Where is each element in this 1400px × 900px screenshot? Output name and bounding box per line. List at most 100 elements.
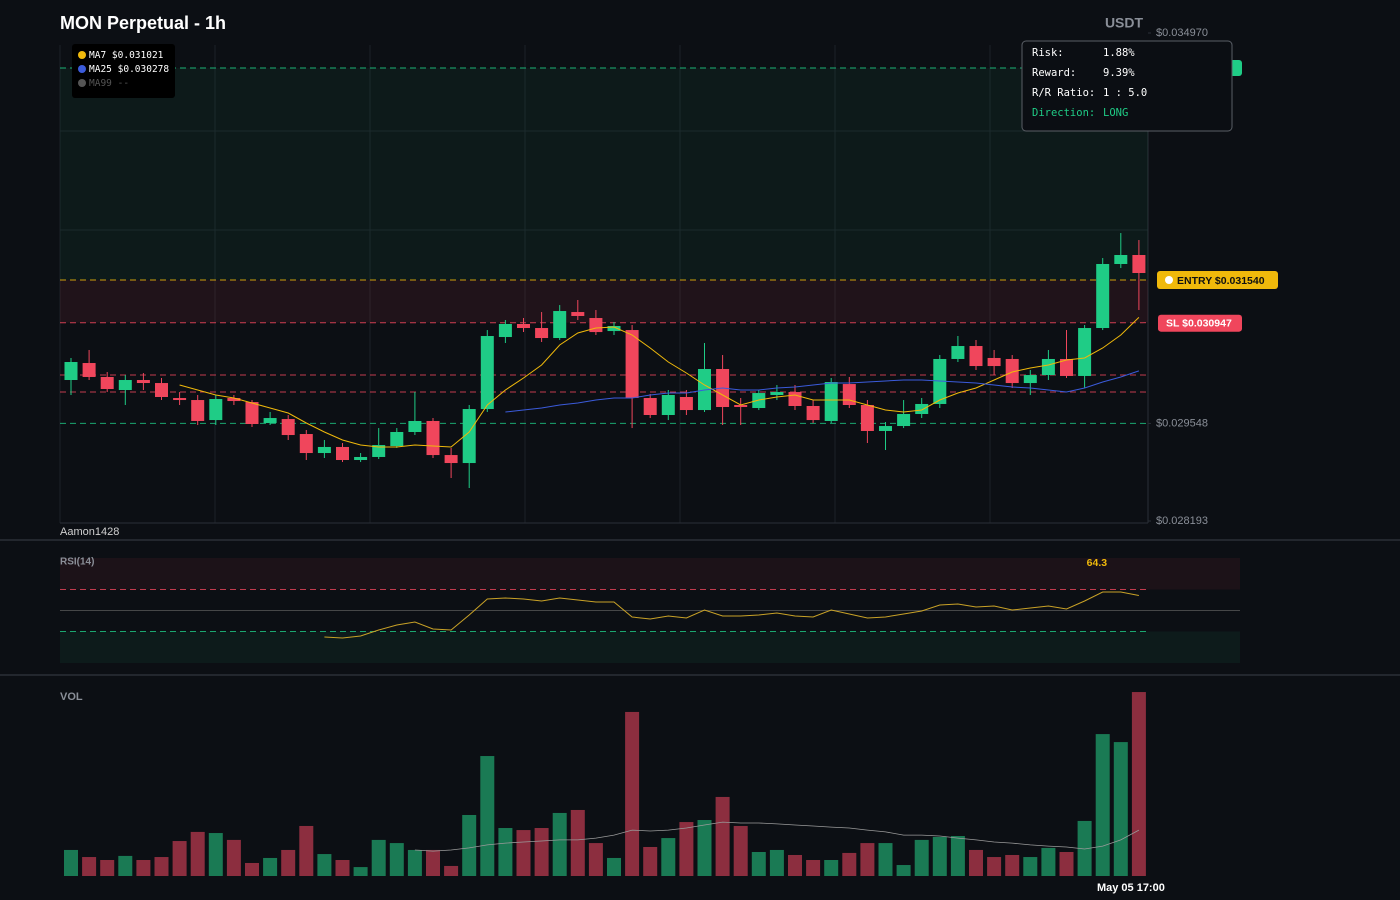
volume-bar: [661, 838, 676, 876]
volume-bar: [769, 849, 784, 876]
legend-entry: MA25 $0.030278: [89, 64, 169, 75]
legend-dot: [78, 65, 86, 73]
candle-body: [444, 455, 458, 464]
volume-bar: [860, 843, 875, 876]
volume-bar: [715, 796, 730, 876]
candle-body: [535, 328, 549, 339]
info-value: 1.88%: [1103, 47, 1135, 59]
candle-body: [860, 404, 874, 431]
volume-bar: [1023, 857, 1038, 876]
volume-bar: [516, 830, 531, 876]
volume-bar: [208, 833, 223, 876]
y-tick-label: $0.028193: [1156, 515, 1208, 527]
volume-bar: [950, 836, 965, 876]
info-value: 9.39%: [1103, 67, 1135, 79]
volume-bar: [281, 849, 296, 876]
entry-badge: [1157, 270, 1278, 289]
info-label: Risk:: [1032, 47, 1064, 59]
info-value: LONG: [1103, 107, 1128, 119]
volume-bar: [100, 860, 115, 876]
candle-body: [806, 406, 820, 421]
candle-body: [227, 398, 241, 402]
candle-body: [155, 383, 168, 398]
candle-body: [462, 409, 476, 464]
legend-entry: MA7 $0.031021: [89, 50, 164, 61]
volume-panel: [64, 692, 1146, 876]
info-label: R/R Ratio:: [1032, 87, 1095, 99]
candle-body: [897, 413, 911, 427]
volume-bar: [353, 867, 368, 876]
candle-body: [951, 346, 965, 359]
legend-value: $0.031021: [112, 50, 164, 61]
profit-zone: [60, 67, 1148, 280]
zones: [60, 67, 1148, 323]
candle-body: [1023, 375, 1037, 384]
unit: USDT: [1105, 15, 1144, 31]
candle-body: [788, 392, 802, 407]
legend-name: MA99: [89, 78, 112, 89]
candle-body: [734, 404, 748, 408]
volume-bar: [1095, 734, 1110, 876]
candle-body: [372, 445, 386, 457]
legend-entry: MA99 --: [89, 78, 129, 89]
entry-dot: [1165, 275, 1173, 284]
volume-bar: [679, 822, 694, 876]
volume-bar: [1041, 847, 1056, 876]
line-series: [324, 591, 1139, 639]
volume-bar: [226, 839, 241, 876]
volume-bar: [389, 843, 404, 876]
tp-badge: [1230, 59, 1242, 76]
chart-title: MON Perpetual - 1h: [60, 13, 226, 33]
candle-body: [625, 330, 639, 399]
legend-value: $0.030278: [118, 64, 170, 75]
candle-body: [191, 400, 205, 421]
candle-body: [209, 399, 223, 421]
volume-bar: [371, 839, 386, 876]
volume-bar: [788, 854, 802, 876]
candle-body: [589, 318, 603, 333]
volume-bar: [335, 860, 350, 876]
volume-bar: [444, 865, 459, 876]
volume-bar: [588, 843, 603, 876]
line-series: [505, 370, 1140, 413]
main-panel: $0.034970 $0.029548 $0.028193 May 05 17:00 E…: [60, 27, 1278, 894]
candle-body: [643, 398, 657, 416]
info-frame: [1021, 40, 1233, 132]
candle-body: [354, 456, 368, 461]
info-value: 1 : 5.0: [1103, 87, 1147, 99]
legend-dot: [78, 79, 86, 87]
candle-body: [1041, 358, 1055, 376]
volume-bar: [878, 843, 893, 876]
volume-bar: [299, 825, 314, 876]
candle-body: [245, 402, 259, 425]
watermark: Aamon1428: [60, 526, 119, 538]
legend-box: [72, 44, 175, 98]
info-label: Reward:: [1032, 67, 1076, 79]
loss-zone: [60, 279, 1148, 323]
candle-body: [390, 431, 404, 447]
volume-bar: [154, 857, 169, 876]
volume-bar: [733, 825, 748, 876]
candle-body: [553, 311, 567, 339]
y-tick-label: $0.029548: [1156, 417, 1208, 429]
volume-bar: [697, 820, 712, 876]
volume-bar: [172, 841, 187, 876]
volume-bar: [480, 756, 495, 876]
candle-body: [336, 446, 349, 461]
candle-body: [173, 398, 187, 401]
candle-body: [752, 393, 766, 409]
candle-body: [498, 323, 512, 338]
volume-bar: [317, 854, 332, 876]
info-label: Direction:: [1032, 107, 1095, 119]
volume-title: VOL: [60, 691, 83, 703]
x-tick-label: May 05 17:00: [1097, 882, 1165, 894]
volume-bar: [914, 839, 929, 876]
volume-bar: [570, 809, 585, 876]
y-tick-label: $0.034970: [1156, 27, 1208, 39]
rsi-value-label: 64.3: [1087, 557, 1108, 569]
volume-bar: [263, 857, 278, 876]
volume-bar: [1059, 852, 1074, 876]
legend-name: MA25: [89, 64, 112, 75]
volume-bar: [842, 852, 857, 876]
